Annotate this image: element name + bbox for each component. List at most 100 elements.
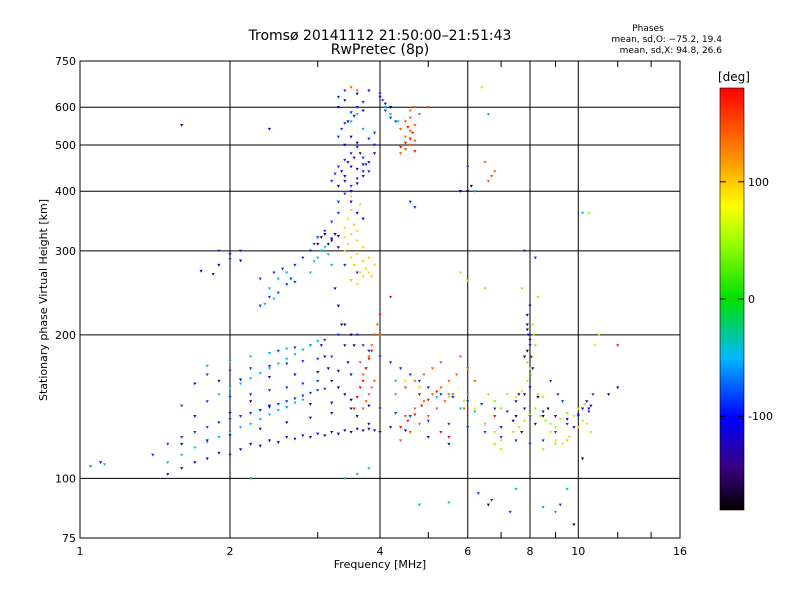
data-point	[326, 253, 330, 256]
data-point	[293, 373, 297, 377]
data-point	[272, 271, 276, 275]
data-point	[249, 377, 253, 381]
data-point	[238, 448, 243, 452]
data-point	[560, 400, 565, 404]
data-point	[293, 280, 297, 284]
data-point	[355, 167, 359, 171]
data-point	[238, 426, 243, 429]
data-point	[458, 407, 463, 411]
data-point	[417, 379, 422, 383]
data-point	[367, 170, 371, 174]
data-point	[439, 430, 443, 434]
data-point	[514, 487, 518, 491]
data-point	[258, 427, 262, 431]
data-point	[249, 393, 253, 397]
data-point	[217, 393, 221, 397]
data-point	[370, 349, 374, 353]
data-point	[508, 510, 512, 514]
data-point	[426, 436, 430, 439]
data-point	[435, 395, 439, 399]
data-point	[330, 401, 334, 405]
data-point	[323, 229, 327, 233]
data-point	[525, 361, 529, 365]
phase-stats-title: Phases	[632, 24, 664, 34]
data-point	[388, 106, 393, 109]
data-point	[572, 523, 576, 527]
data-point	[388, 116, 393, 120]
data-point	[258, 304, 262, 308]
data-point	[285, 283, 289, 287]
data-point	[473, 407, 477, 411]
data-point	[358, 271, 362, 275]
data-point	[180, 453, 184, 457]
data-point	[319, 236, 323, 240]
data-point	[349, 135, 353, 139]
data-point	[340, 127, 344, 131]
data-point	[355, 415, 359, 418]
data-point	[514, 439, 518, 443]
data-point	[483, 430, 487, 434]
data-point	[422, 373, 426, 377]
data-point	[249, 442, 253, 446]
data-point	[343, 249, 347, 253]
data-point	[180, 467, 184, 470]
data-point	[361, 217, 365, 221]
data-point	[323, 338, 327, 342]
data-point	[533, 344, 537, 348]
data-point	[455, 373, 459, 377]
y-tick-label: 500	[55, 139, 76, 152]
data-point	[447, 501, 451, 505]
data-point	[493, 442, 497, 446]
data-point	[486, 179, 490, 183]
data-point	[308, 271, 313, 275]
data-point	[361, 379, 365, 383]
data-point	[330, 411, 334, 415]
data-point	[606, 393, 611, 397]
data-point	[361, 407, 365, 411]
data-point	[493, 407, 497, 411]
data-point	[336, 165, 340, 169]
data-point	[228, 360, 232, 363]
x-tick-label: 10	[571, 545, 585, 558]
data-point	[367, 427, 371, 431]
data-point	[217, 263, 221, 267]
data-point	[301, 348, 305, 352]
data-point	[553, 426, 558, 429]
data-point	[319, 249, 323, 253]
data-point	[336, 211, 340, 215]
data-point	[514, 400, 518, 404]
data-point	[238, 259, 243, 263]
data-point	[276, 408, 280, 412]
data-point	[249, 422, 253, 426]
data-point	[343, 323, 347, 327]
data-point	[217, 451, 221, 455]
data-point	[499, 439, 503, 443]
x-axis-label: Frequency [MHz]	[334, 558, 426, 571]
data-point	[166, 442, 170, 446]
data-point	[403, 135, 408, 139]
data-point	[522, 355, 527, 359]
data-point	[361, 373, 365, 377]
data-point	[343, 99, 347, 103]
data-point	[486, 503, 490, 507]
data-point	[375, 323, 379, 327]
data-point	[355, 141, 359, 145]
data-point	[349, 208, 353, 212]
data-point	[293, 437, 297, 441]
data-point	[293, 401, 297, 405]
data-point	[378, 333, 382, 337]
data-point	[364, 163, 368, 167]
data-point	[249, 367, 253, 371]
data-point	[587, 407, 591, 411]
data-point	[336, 106, 340, 109]
data-point	[399, 127, 403, 131]
data-point	[413, 206, 417, 209]
data-point	[180, 436, 184, 439]
data-point	[355, 92, 359, 96]
data-point	[289, 277, 293, 281]
data-point	[180, 442, 184, 446]
data-point	[349, 86, 353, 90]
data-point	[417, 503, 422, 507]
data-point	[493, 170, 497, 174]
data-point	[403, 386, 408, 390]
